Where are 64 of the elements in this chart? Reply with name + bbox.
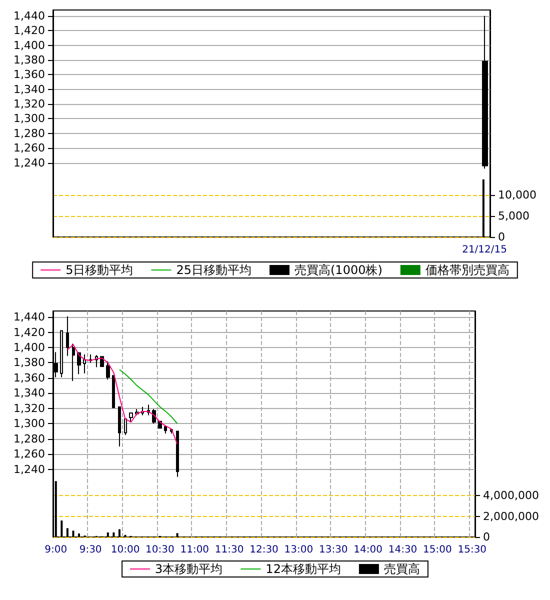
x-tick-label: 15:30 (458, 544, 487, 556)
x-tick-label: 15:00 (423, 544, 452, 556)
candlestick (66, 316, 69, 356)
candlestick (83, 354, 86, 374)
candlestick (112, 375, 115, 408)
x-tick-label: 14:00 (354, 544, 382, 556)
legend-label: 12本移動平均 (266, 562, 341, 576)
x-tick-label: 14:30 (388, 544, 418, 556)
y-tick-label: 1,420 (14, 24, 45, 38)
y-tick-label: 1,380 (14, 53, 45, 66)
y-tick-label: 1,260 (14, 142, 45, 155)
legend-label: 価格帯別売買高 (425, 263, 510, 277)
x-tick-label: 13:00 (284, 544, 314, 556)
x-tick-label: 9:00 (44, 544, 68, 556)
x-tick-label: 9:30 (79, 544, 102, 556)
y-tick-label: 1,340 (14, 82, 45, 96)
y-tick-label: 1,300 (14, 417, 45, 430)
y2-tick-label: 2,000,000 (483, 510, 539, 523)
y2-tick-label: 5,000 (498, 209, 530, 222)
y2-tick-label: 0 (483, 530, 490, 544)
y2-tick-label: 4,000,000 (483, 489, 539, 502)
x-tick-label: 11:00 (180, 544, 210, 556)
y-tick-label: 1,420 (14, 326, 45, 339)
candlestick (106, 360, 110, 380)
y-tick-label: 1,440 (14, 9, 45, 22)
candlestick (77, 352, 81, 375)
x-tick-label: 10:30 (146, 544, 174, 556)
y-tick-label: 1,320 (14, 98, 45, 111)
line-series (66, 344, 178, 445)
candlestick (60, 330, 63, 378)
x-tick-label: 12:30 (250, 544, 278, 556)
x-tick-label: 10:00 (110, 544, 140, 556)
y-tick-label: 1,340 (14, 386, 45, 400)
y-tick-label: 1,400 (14, 341, 45, 354)
candlestick (129, 412, 133, 423)
y-tick-label: 1,400 (14, 38, 45, 52)
candlestick (89, 354, 92, 364)
y2-tick-label: 0 (498, 230, 505, 244)
x-tick-label: 21/12/15 (462, 244, 507, 256)
legend-label: 売買高(1000株) (294, 263, 382, 277)
candlestick (176, 430, 179, 478)
y-tick-label: 1,260 (14, 448, 45, 461)
candlestick (164, 426, 167, 434)
candlestick (124, 418, 127, 436)
legend-label: 3本移動平均 (155, 562, 223, 576)
x-tick-label: 11:30 (214, 544, 244, 556)
y-tick-label: 1,380 (14, 356, 45, 370)
legend-label: 25日移動平均 (176, 263, 252, 277)
y-tick-label: 1,360 (14, 371, 45, 384)
y-tick-label: 1,300 (14, 112, 45, 126)
x-tick-label: 13:30 (318, 544, 348, 556)
candlestick (118, 406, 121, 447)
candlestick (72, 343, 75, 382)
legend-label: 売買高 (384, 562, 420, 576)
y-tick-label: 1,240 (14, 462, 45, 476)
line-series (118, 369, 178, 424)
legend-label: 5日移動平均 (66, 263, 134, 277)
y-tick-label: 1,440 (14, 310, 45, 324)
y-tick-label: 1,320 (14, 402, 45, 415)
y2-tick-label: 10,000 (498, 188, 536, 202)
y-tick-label: 1,240 (14, 156, 45, 170)
y-tick-label: 1,280 (14, 126, 45, 140)
y-tick-label: 1,360 (14, 68, 45, 82)
y-tick-label: 1,280 (14, 432, 45, 446)
